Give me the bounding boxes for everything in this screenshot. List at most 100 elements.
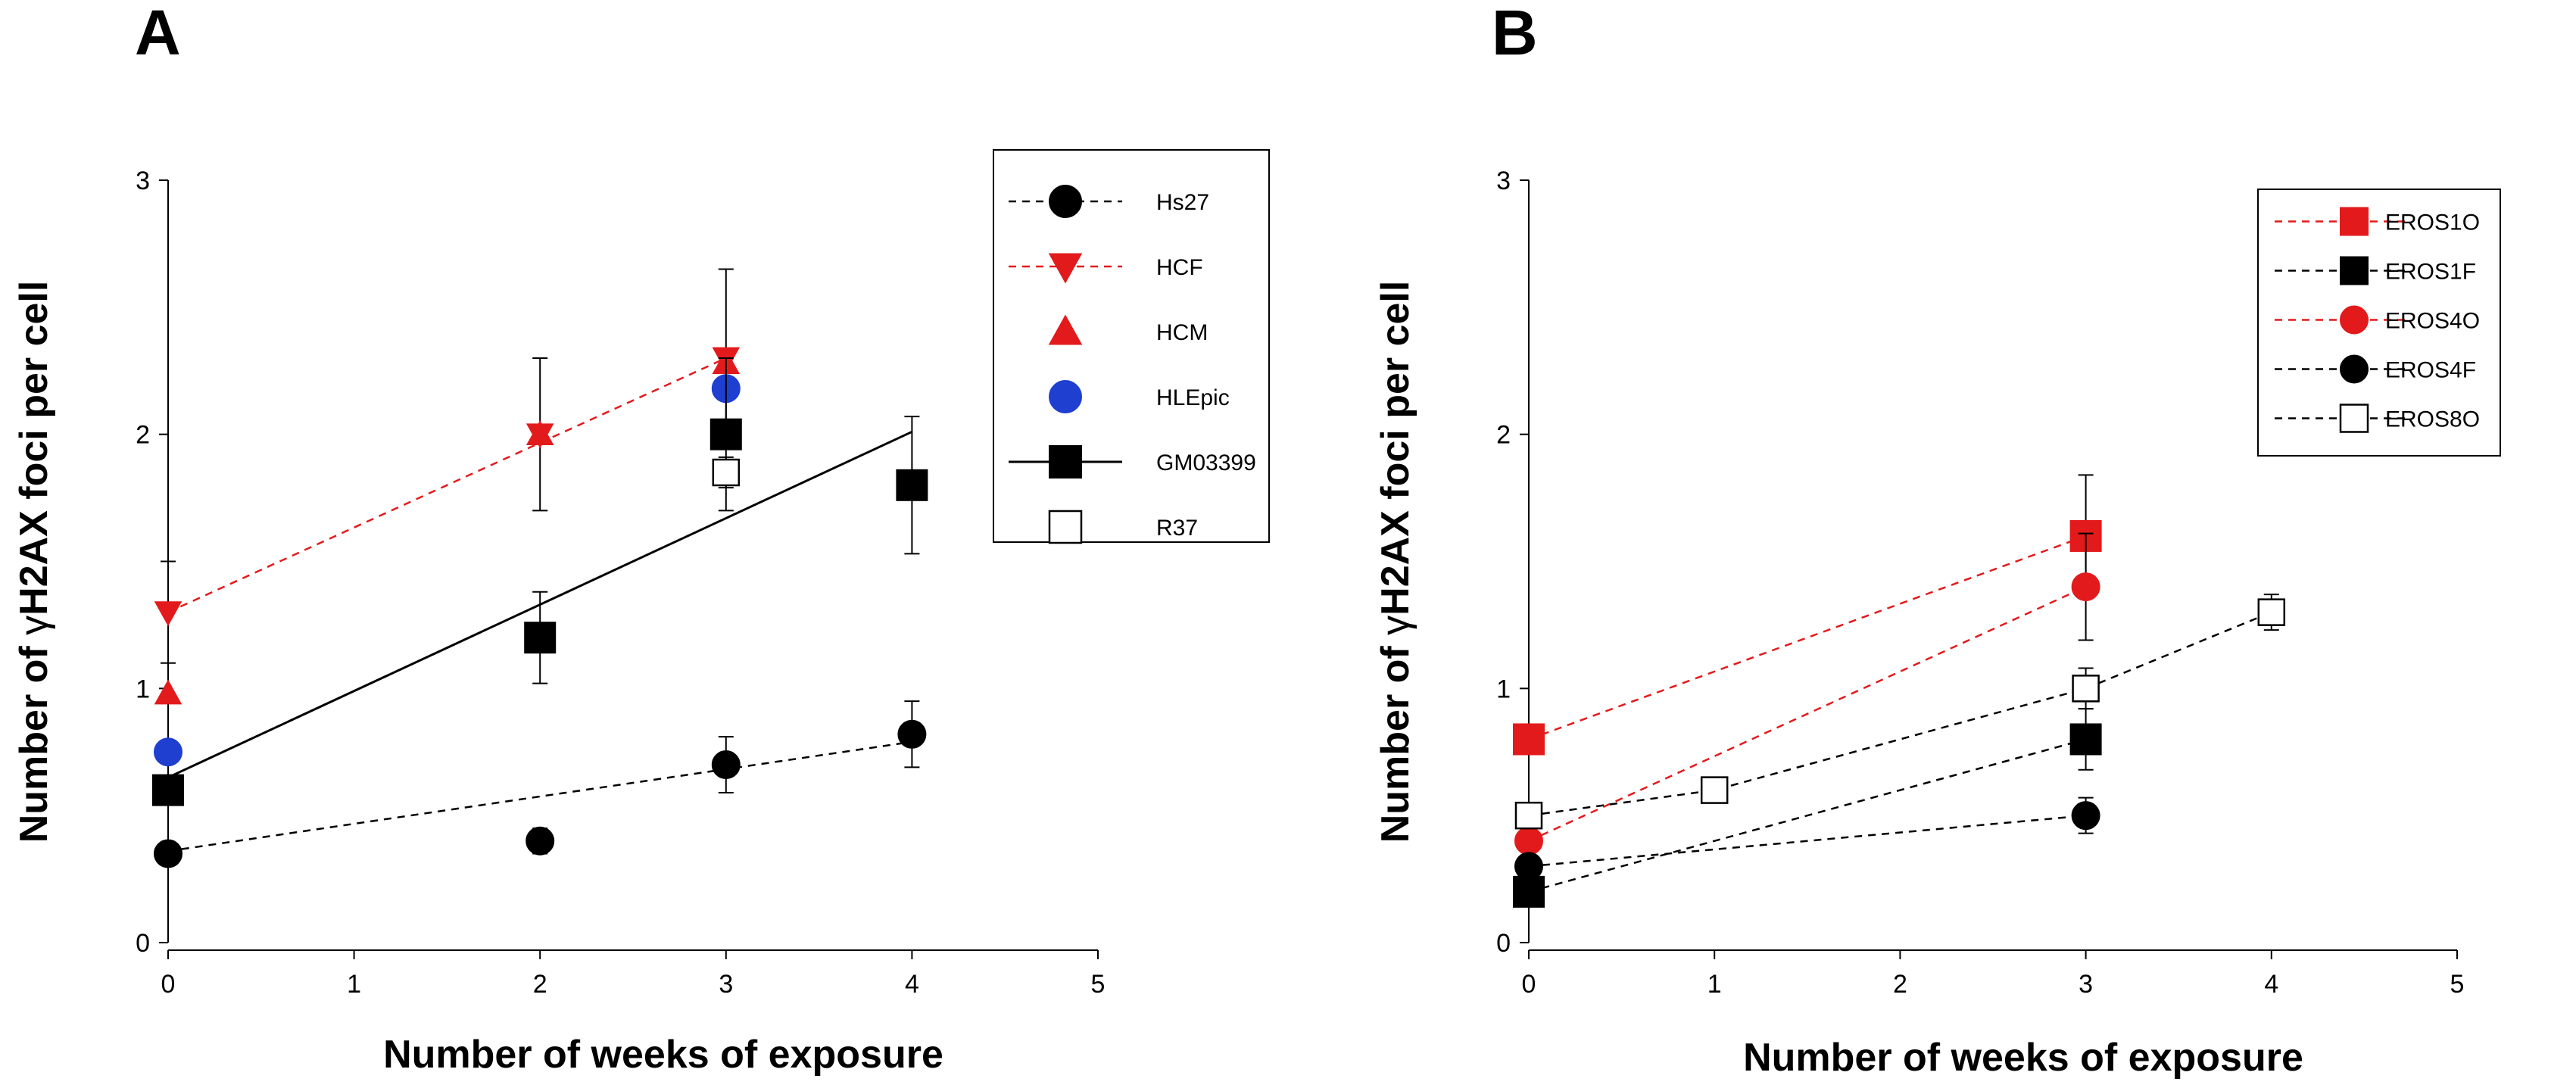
- data-point-eros4f: [1514, 852, 1543, 881]
- legend-marker: [1049, 445, 1082, 478]
- data-point-eros1f: [1513, 875, 1545, 908]
- y-tick-label: 2: [136, 421, 150, 450]
- data-point-r37: [712, 458, 741, 487]
- legend-item-hs27: Hs27: [1009, 185, 1209, 218]
- data-point-gm03399: [896, 469, 928, 501]
- data-point-eros1o: [1513, 723, 1545, 756]
- legend-marker: [1048, 253, 1083, 284]
- legend-label: R37: [1156, 516, 1198, 541]
- chart-panel-a: 0 1 2 3 4 5 0 1 2 3 Number of weeks of exposure Num…: [12, 149, 1270, 1077]
- y-axis-title-suffix: H2AX foci per cell: [12, 281, 56, 616]
- data-point-hs27: [525, 826, 555, 856]
- y-tick-label: 1: [136, 675, 150, 703]
- legend-item-eros4o: EROS4O: [2275, 305, 2480, 335]
- chart-panel-b: 0 1 2 3 4 5 0 1 2 3 Number of weeks of exposure Num…: [1374, 167, 2501, 1080]
- y-tick-label: 1: [1496, 675, 1511, 703]
- legend-label: HCF: [1156, 255, 1203, 280]
- series-hlepic: [154, 374, 741, 767]
- series-gm03399: [152, 357, 928, 806]
- y-tick-label: 0: [1496, 929, 1511, 958]
- data-point-gm03399: [709, 418, 742, 450]
- y-tick-label: 3: [1496, 167, 1511, 195]
- x-tick-label: 3: [719, 970, 733, 999]
- legend-label: EROS8O: [2385, 407, 2480, 432]
- data-point-gm03399: [152, 774, 184, 806]
- x-tick-label: 4: [905, 970, 919, 999]
- legend-marker: [1049, 185, 1082, 218]
- y-axis-title-prefix: Number of: [1374, 635, 1417, 843]
- legend-label: Hs27: [1156, 190, 1209, 215]
- data-point-hs27: [154, 839, 182, 868]
- x-tick-label: 0: [1522, 970, 1536, 999]
- x-tick-label: 1: [1707, 970, 1722, 999]
- legend-item-eros4f: EROS4F: [2275, 354, 2476, 384]
- y-axis-title-gamma: γ: [1374, 616, 1417, 635]
- series-eros4o: [1514, 532, 2100, 856]
- data-point-eros8o: [1700, 776, 1729, 804]
- y-axis-title-gamma: γ: [12, 616, 56, 635]
- x-tick-label: 4: [2264, 970, 2278, 999]
- legend-marker: [1048, 510, 1083, 544]
- series-r37: [712, 456, 741, 489]
- series-hs27: [154, 700, 927, 868]
- y-axis-title-suffix: H2AX foci per cell: [1374, 281, 1417, 616]
- y-axis-title: Number of γH2AX foci per cell: [12, 281, 56, 843]
- series-line-hs27: [167, 740, 912, 853]
- series-line-eros1f: [1528, 738, 2086, 893]
- series-eros1f: [1513, 708, 2102, 908]
- data-point-eros4o: [2071, 572, 2100, 602]
- y-axis-title: Number of γH2AX foci per cell: [1374, 281, 1417, 843]
- legend-item-r37: R37: [1048, 510, 1198, 544]
- data-point-eros8o: [1514, 801, 1543, 830]
- legend-marker: [2340, 354, 2369, 384]
- data-point-eros1f: [2069, 723, 2102, 756]
- data-point-hs27: [711, 750, 741, 780]
- x-tick-label: 2: [533, 970, 547, 999]
- panel-label-b: B: [1492, 0, 1538, 68]
- data-point-eros4f: [2071, 801, 2100, 831]
- series-line-eros8o: [1528, 611, 2272, 817]
- legend-marker: [2339, 404, 2369, 433]
- legend-box: [993, 149, 1270, 543]
- legend-label: GM03399: [1156, 450, 1256, 475]
- legend-marker: [2340, 305, 2369, 335]
- legend-item-eros1f: EROS1F: [2275, 256, 2476, 285]
- legend-label: EROS4O: [2385, 309, 2480, 334]
- x-tick-label: 0: [161, 970, 176, 999]
- legend-marker: [1048, 314, 1083, 345]
- legend-box: [2257, 189, 2501, 457]
- legend-label: EROS4F: [2385, 358, 2476, 383]
- legend-marker: [1049, 380, 1082, 413]
- series-eros4f: [1514, 796, 2100, 881]
- y-tick-label: 0: [136, 929, 150, 958]
- data-point-gm03399: [524, 622, 557, 654]
- x-axis-title: Number of weeks of exposure: [383, 1033, 943, 1077]
- series-hcm: [154, 349, 741, 705]
- legend: Hs27 HCF HCM HLEpic GM03399 R37: [993, 149, 1270, 544]
- legend-label: EROS1F: [2385, 260, 2476, 285]
- series-line-hcf: [167, 357, 727, 613]
- legend-marker: [2340, 256, 2369, 285]
- legend-item-eros1o: EROS1O: [2275, 207, 2480, 236]
- series-line-eros4o: [1528, 585, 2087, 842]
- legend-label: HLEpic: [1156, 385, 1230, 410]
- series-line-eros4f: [1528, 814, 2086, 868]
- legend-item-hcm: HCM: [1048, 314, 1208, 345]
- data-point-eros8o: [2072, 675, 2100, 703]
- x-tick-label: 1: [347, 970, 361, 999]
- x-tick-label: 3: [2079, 970, 2093, 999]
- data-point-eros4o: [1514, 826, 1543, 856]
- series-line-eros1o: [1528, 535, 2087, 740]
- x-tick-label: 2: [1893, 970, 1907, 999]
- data-point-hs27: [897, 719, 927, 749]
- legend-label: HCM: [1156, 320, 1208, 345]
- data-point-eros8o: [2257, 598, 2286, 626]
- legend-marker: [2340, 207, 2369, 236]
- legend-item-hlepic: HLEpic: [1049, 380, 1230, 413]
- series-eros1o: [1513, 474, 2102, 756]
- x-tick-label: 5: [1091, 970, 1106, 999]
- y-axis-title-prefix: Number of: [12, 635, 56, 843]
- x-tick-label: 5: [2450, 970, 2465, 999]
